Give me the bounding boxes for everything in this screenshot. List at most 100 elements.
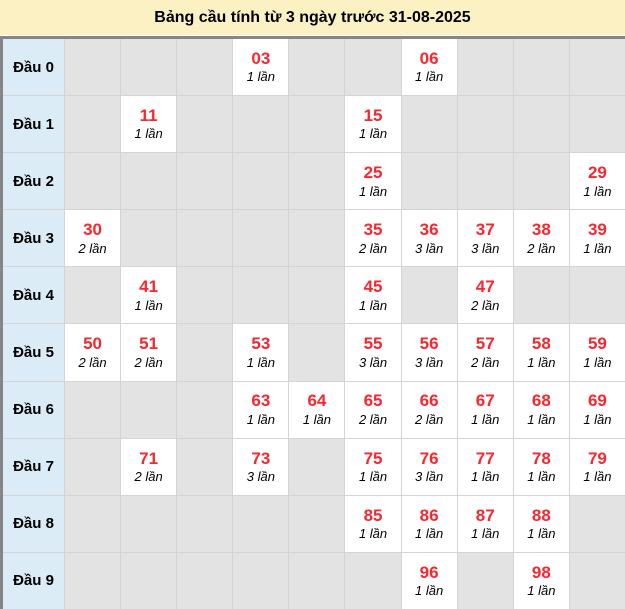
number-cell: 77 1 lần bbox=[457, 438, 513, 495]
cell-number: 85 bbox=[363, 505, 383, 525]
number-cell: 98 1 lần bbox=[513, 552, 569, 609]
empty-cell bbox=[513, 153, 569, 210]
empty-cell bbox=[233, 210, 289, 267]
empty-cell bbox=[513, 39, 569, 96]
cell-count: 1 lần bbox=[415, 526, 444, 542]
number-cell: 39 1 lần bbox=[569, 210, 625, 267]
number-cell: 38 2 lần bbox=[513, 210, 569, 267]
number-cell: 63 1 lần bbox=[233, 381, 289, 438]
cell-count: 2 lần bbox=[358, 240, 388, 256]
empty-cell bbox=[569, 96, 625, 153]
number-cell: 37 3 lần bbox=[457, 210, 513, 267]
number-cell: 86 1 lần bbox=[401, 495, 457, 552]
empty-cell bbox=[177, 324, 233, 381]
cell-count: 1 lần bbox=[415, 583, 444, 599]
number-cell: 36 3 lần bbox=[401, 210, 457, 267]
empty-cell bbox=[289, 552, 345, 609]
cell-number: 79 bbox=[587, 448, 607, 468]
cell-count: 1 lần bbox=[471, 526, 500, 542]
cell-count: 1 lần bbox=[527, 526, 556, 542]
empty-cell bbox=[233, 495, 289, 552]
cell-number: 57 bbox=[475, 334, 495, 354]
cell-count: 2 lần bbox=[78, 240, 107, 256]
cell-count: 2 lần bbox=[78, 354, 107, 370]
empty-cell bbox=[233, 153, 289, 210]
number-cell: 11 1 lần bbox=[121, 96, 177, 153]
number-cell: 58 1 lần bbox=[513, 324, 569, 381]
cell-count: 1 lần bbox=[583, 469, 612, 485]
cell-count: 1 lần bbox=[358, 526, 388, 542]
empty-cell bbox=[289, 267, 345, 324]
number-cell: 67 1 lần bbox=[457, 381, 513, 438]
empty-cell bbox=[121, 39, 177, 96]
empty-cell bbox=[177, 153, 233, 210]
cell-number: 35 bbox=[363, 220, 383, 240]
number-cell: 71 2 lần bbox=[121, 438, 177, 495]
cell-number: 65 bbox=[363, 391, 383, 411]
empty-cell bbox=[177, 495, 233, 552]
empty-cell bbox=[289, 96, 345, 153]
empty-cell bbox=[177, 39, 233, 96]
empty-cell bbox=[65, 267, 121, 324]
number-cell: 29 1 lần bbox=[569, 153, 625, 210]
cell-count: 2 lần bbox=[471, 354, 500, 370]
cell-count: 1 lần bbox=[583, 240, 612, 256]
row-label: Đầu 9 bbox=[3, 552, 64, 609]
empty-cell bbox=[233, 96, 289, 153]
number-cell: 88 1 lần bbox=[513, 495, 569, 552]
number-cell: 57 2 lần bbox=[457, 324, 513, 381]
cell-count: 3 lần bbox=[246, 469, 275, 485]
cell-number: 87 bbox=[475, 505, 495, 525]
empty-cell bbox=[121, 210, 177, 267]
cell-count: 1 lần bbox=[358, 297, 388, 313]
number-cell: 65 2 lần bbox=[345, 381, 401, 438]
cell-number: 36 bbox=[419, 220, 439, 240]
empty-cell bbox=[513, 96, 569, 153]
cell-count: 1 lần bbox=[583, 183, 612, 199]
number-cell: 79 1 lần bbox=[569, 438, 625, 495]
row-label: Đầu 7 bbox=[3, 438, 64, 495]
cell-count: 2 lần bbox=[134, 469, 163, 485]
row-label: Đầu 1 bbox=[3, 96, 64, 153]
number-cell: 50 2 lần bbox=[65, 324, 121, 381]
cell-count: 3 lần bbox=[415, 469, 444, 485]
empty-cell bbox=[569, 267, 625, 324]
empty-cell bbox=[65, 96, 121, 153]
cell-number: 37 bbox=[475, 220, 495, 240]
cell-number: 25 bbox=[363, 163, 383, 182]
empty-cell bbox=[177, 267, 233, 324]
empty-cell bbox=[401, 96, 457, 153]
empty-cell bbox=[513, 267, 569, 324]
number-cell: 25 1 lần bbox=[345, 153, 401, 210]
cell-count: 1 lần bbox=[415, 69, 444, 85]
empty-cell bbox=[121, 153, 177, 210]
empty-cell bbox=[233, 267, 289, 324]
cell-number: 66 bbox=[419, 391, 439, 411]
cell-number: 11 bbox=[139, 105, 158, 125]
cell-number: 98 bbox=[531, 562, 551, 582]
empty-cell bbox=[289, 153, 345, 210]
number-cell: 69 1 lần bbox=[569, 381, 625, 438]
number-cell: 68 1 lần bbox=[513, 381, 569, 438]
cell-number: 73 bbox=[251, 448, 271, 468]
cell-count: 1 lần bbox=[471, 411, 500, 427]
cell-number: 59 bbox=[587, 334, 607, 354]
number-cell: 45 1 lần bbox=[345, 267, 401, 324]
empty-cell bbox=[457, 153, 513, 210]
row-label: Đầu 4 bbox=[3, 267, 64, 324]
empty-cell bbox=[177, 96, 233, 153]
cell-count: 1 lần bbox=[246, 411, 275, 427]
cell-count: 2 lần bbox=[471, 297, 500, 313]
cell-count: 3 lần bbox=[471, 240, 500, 256]
number-cell: 75 1 lần bbox=[345, 438, 401, 495]
empty-cell bbox=[289, 39, 345, 96]
row-label: Đầu 0 bbox=[3, 39, 64, 96]
cell-number: 58 bbox=[531, 334, 551, 354]
row-label: Đầu 8 bbox=[3, 495, 64, 552]
cell-count: 1 lần bbox=[246, 354, 275, 370]
empty-cell bbox=[65, 39, 121, 96]
cell-count: 1 lần bbox=[527, 583, 556, 599]
cell-number: 76 bbox=[419, 448, 439, 468]
cell-number: 03 bbox=[251, 48, 271, 68]
cell-number: 45 bbox=[363, 277, 383, 297]
